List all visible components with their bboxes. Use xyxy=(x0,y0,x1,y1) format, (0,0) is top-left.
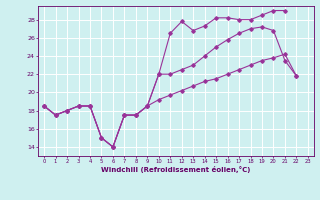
X-axis label: Windchill (Refroidissement éolien,°C): Windchill (Refroidissement éolien,°C) xyxy=(101,166,251,173)
